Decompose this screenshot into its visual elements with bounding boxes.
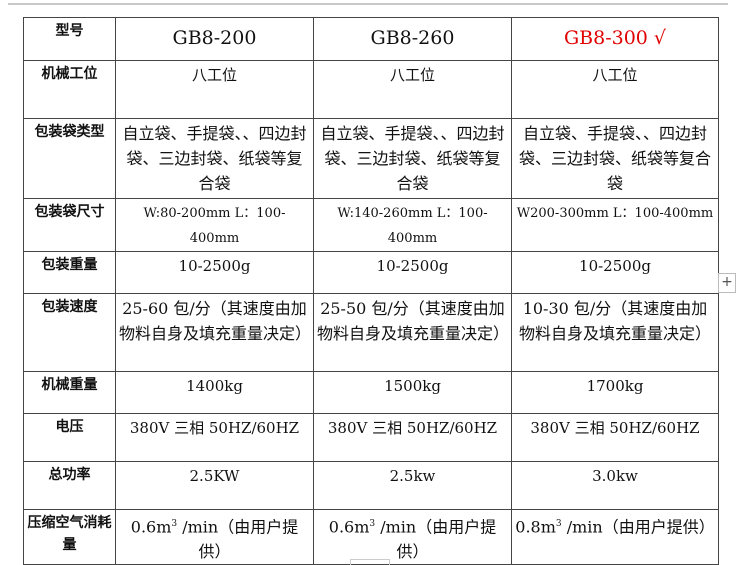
row-label: 包装袋类型 (23, 118, 116, 199)
air-suffix: /min（由用户提供） (177, 517, 299, 562)
row-label: 机械工位 (23, 60, 116, 119)
row-value: 2.5KW (115, 461, 314, 510)
air-value: 0.8m (515, 517, 556, 537)
row-label: 总功率 (23, 461, 116, 510)
row-value: 自立袋、手提袋、、四边封袋、三边封袋、纸袋等复合袋 (313, 118, 512, 199)
row-value: 2.5kw (313, 461, 512, 510)
row-value: 0.8m3 /min（由用户提供） (511, 508, 719, 565)
row-value: 10-30 包/分（其速度由加物料自身及填充重量决定） (511, 293, 719, 372)
spec-row: 电压 380V 三相 50HZ/60HZ 380V 三相 50HZ/60HZ 380V… (23, 413, 719, 462)
row-value: 10-2500g (115, 251, 314, 294)
header-label: 型号 (23, 17, 116, 61)
row-value: 0.6m3 /min（由用户提供） (115, 508, 314, 565)
row-value: 八工位 (313, 60, 512, 119)
row-value: 1400kg (115, 371, 314, 414)
spec-table: 型号 GB8-200 GB8-260 GB8-300 √ 机械工位 八工位 八工位八… (23, 17, 719, 565)
row-label: 压缩空气消耗量 (23, 508, 116, 565)
row-value: 自立袋、手提袋、、四边封袋、三边封袋、纸袋等复合袋 (115, 118, 314, 199)
air-row: 压缩空气消耗量 0.6m3 /min（由用户提供） 0.6m3 /min（由用户提供… (23, 508, 719, 565)
row-label: 包装重量 (23, 251, 116, 294)
row-value: 10-2500g (511, 251, 719, 294)
superscript: 3 (171, 519, 178, 529)
row-value: 八工位 (511, 60, 719, 119)
add-row-button[interactable]: + (718, 273, 736, 293)
row-value: 3.0kw (511, 461, 719, 510)
spec-row: 总功率 2.5KW 2.5kw 3.0kw (23, 461, 719, 510)
spec-row: 包装袋类型 自立袋、手提袋、、四边封袋、三边封袋、纸袋等复合袋 自立袋、手提袋、、四… (23, 118, 719, 199)
row-value: W200-300mm L：100-400mm (511, 198, 719, 252)
row-value: 1500kg (313, 371, 512, 414)
row-value: 380V 三相 50HZ/60HZ (511, 413, 719, 462)
superscript: 3 (369, 519, 376, 529)
scroll-handle[interactable] (350, 559, 390, 565)
model-gb8-260: GB8-260 (313, 17, 512, 61)
spec-row: 机械重量 1400kg 1500kg 1700kg (23, 371, 719, 414)
row-label: 电压 (23, 413, 116, 462)
row-value: W:140-260mm L：100-400mm (313, 198, 512, 252)
row-value: 1700kg (511, 371, 719, 414)
top-divider (8, 3, 728, 5)
row-label: 包装袋尺寸 (23, 198, 116, 252)
row-value: 自立袋、手提袋、、四边封袋、三边封袋、纸袋等复合袋 (511, 118, 719, 199)
model-gb8-300: GB8-300 √ (511, 17, 719, 61)
row-value: 10-2500g (313, 251, 512, 294)
row-label: 包装速度 (23, 293, 116, 372)
row-value: W:80-200mm L：100-400mm (115, 198, 314, 252)
row-value: 八工位 (115, 60, 314, 119)
header-row: 型号 GB8-200 GB8-260 GB8-300 √ (23, 17, 719, 61)
spec-row: 包装重量 10-2500g 10-2500g 10-2500g (23, 251, 719, 294)
row-label: 机械重量 (23, 371, 116, 414)
row-value: 25-60 包/分（其速度由加物料自身及填充重量决定） (115, 293, 314, 372)
superscript: 3 (555, 519, 562, 529)
row-value: 0.6m3 /min（由用户提供） (313, 508, 512, 565)
spec-row: 机械工位 八工位 八工位 八工位 (23, 60, 719, 119)
spec-row: 包装速度 25-60 包/分（其速度由加物料自身及填充重量决定） 25-50 包/分… (23, 293, 719, 372)
spec-row: 包装袋尺寸 W:80-200mm L：100-400mm W:140-260mm L… (23, 198, 719, 252)
row-value: 380V 三相 50HZ/60HZ (115, 413, 314, 462)
row-value: 25-50 包/分（其速度由加物料自身及填充重量决定） (313, 293, 512, 372)
air-suffix: /min（由用户提供） (561, 517, 715, 537)
air-value: 0.6m (328, 517, 370, 537)
air-value: 0.6m (130, 517, 172, 537)
air-suffix: /min（由用户提供） (375, 517, 497, 562)
row-value: 380V 三相 50HZ/60HZ (313, 413, 512, 462)
model-gb8-200: GB8-200 (115, 17, 314, 61)
